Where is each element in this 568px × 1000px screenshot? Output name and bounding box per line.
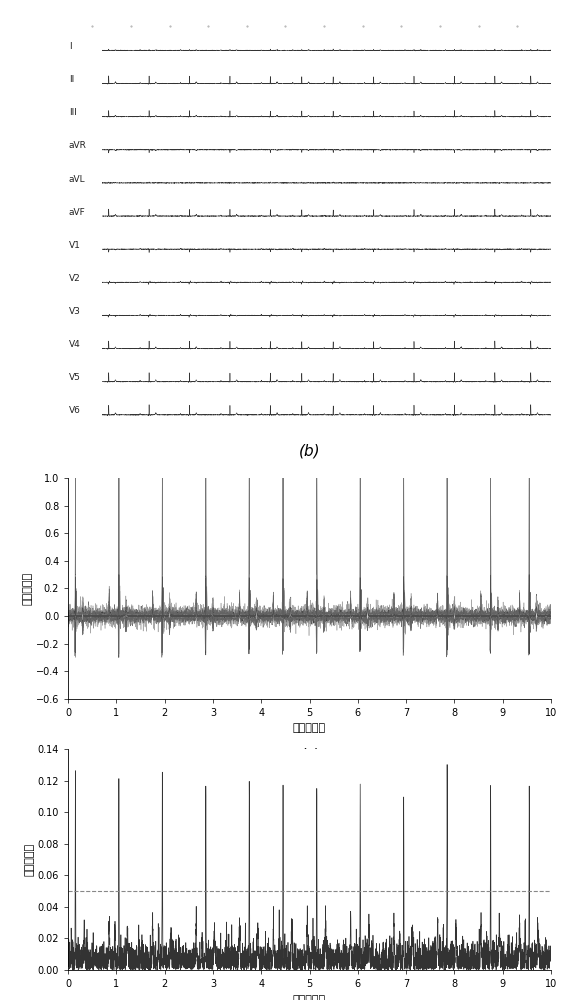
Y-axis label: 归一化幅度: 归一化幅度 xyxy=(23,572,33,605)
Text: V6: V6 xyxy=(69,406,81,415)
Text: aVL: aVL xyxy=(69,175,85,184)
X-axis label: 时间（秒）: 时间（秒） xyxy=(293,723,326,733)
Y-axis label: 归一化幅度: 归一化幅度 xyxy=(25,843,35,876)
Text: V1: V1 xyxy=(69,241,81,250)
Text: V2: V2 xyxy=(69,274,81,283)
Text: II: II xyxy=(69,75,74,84)
Text: V5: V5 xyxy=(69,373,81,382)
Text: I: I xyxy=(69,42,71,51)
Text: III: III xyxy=(69,108,77,117)
Text: V4: V4 xyxy=(69,340,81,349)
Text: aVF: aVF xyxy=(69,208,85,217)
Text: (b): (b) xyxy=(299,443,320,458)
Text: V3: V3 xyxy=(69,307,81,316)
Text: (c): (c) xyxy=(299,747,320,762)
X-axis label: 时间（秒）: 时间（秒） xyxy=(293,995,326,1000)
Text: aVR: aVR xyxy=(69,141,86,150)
